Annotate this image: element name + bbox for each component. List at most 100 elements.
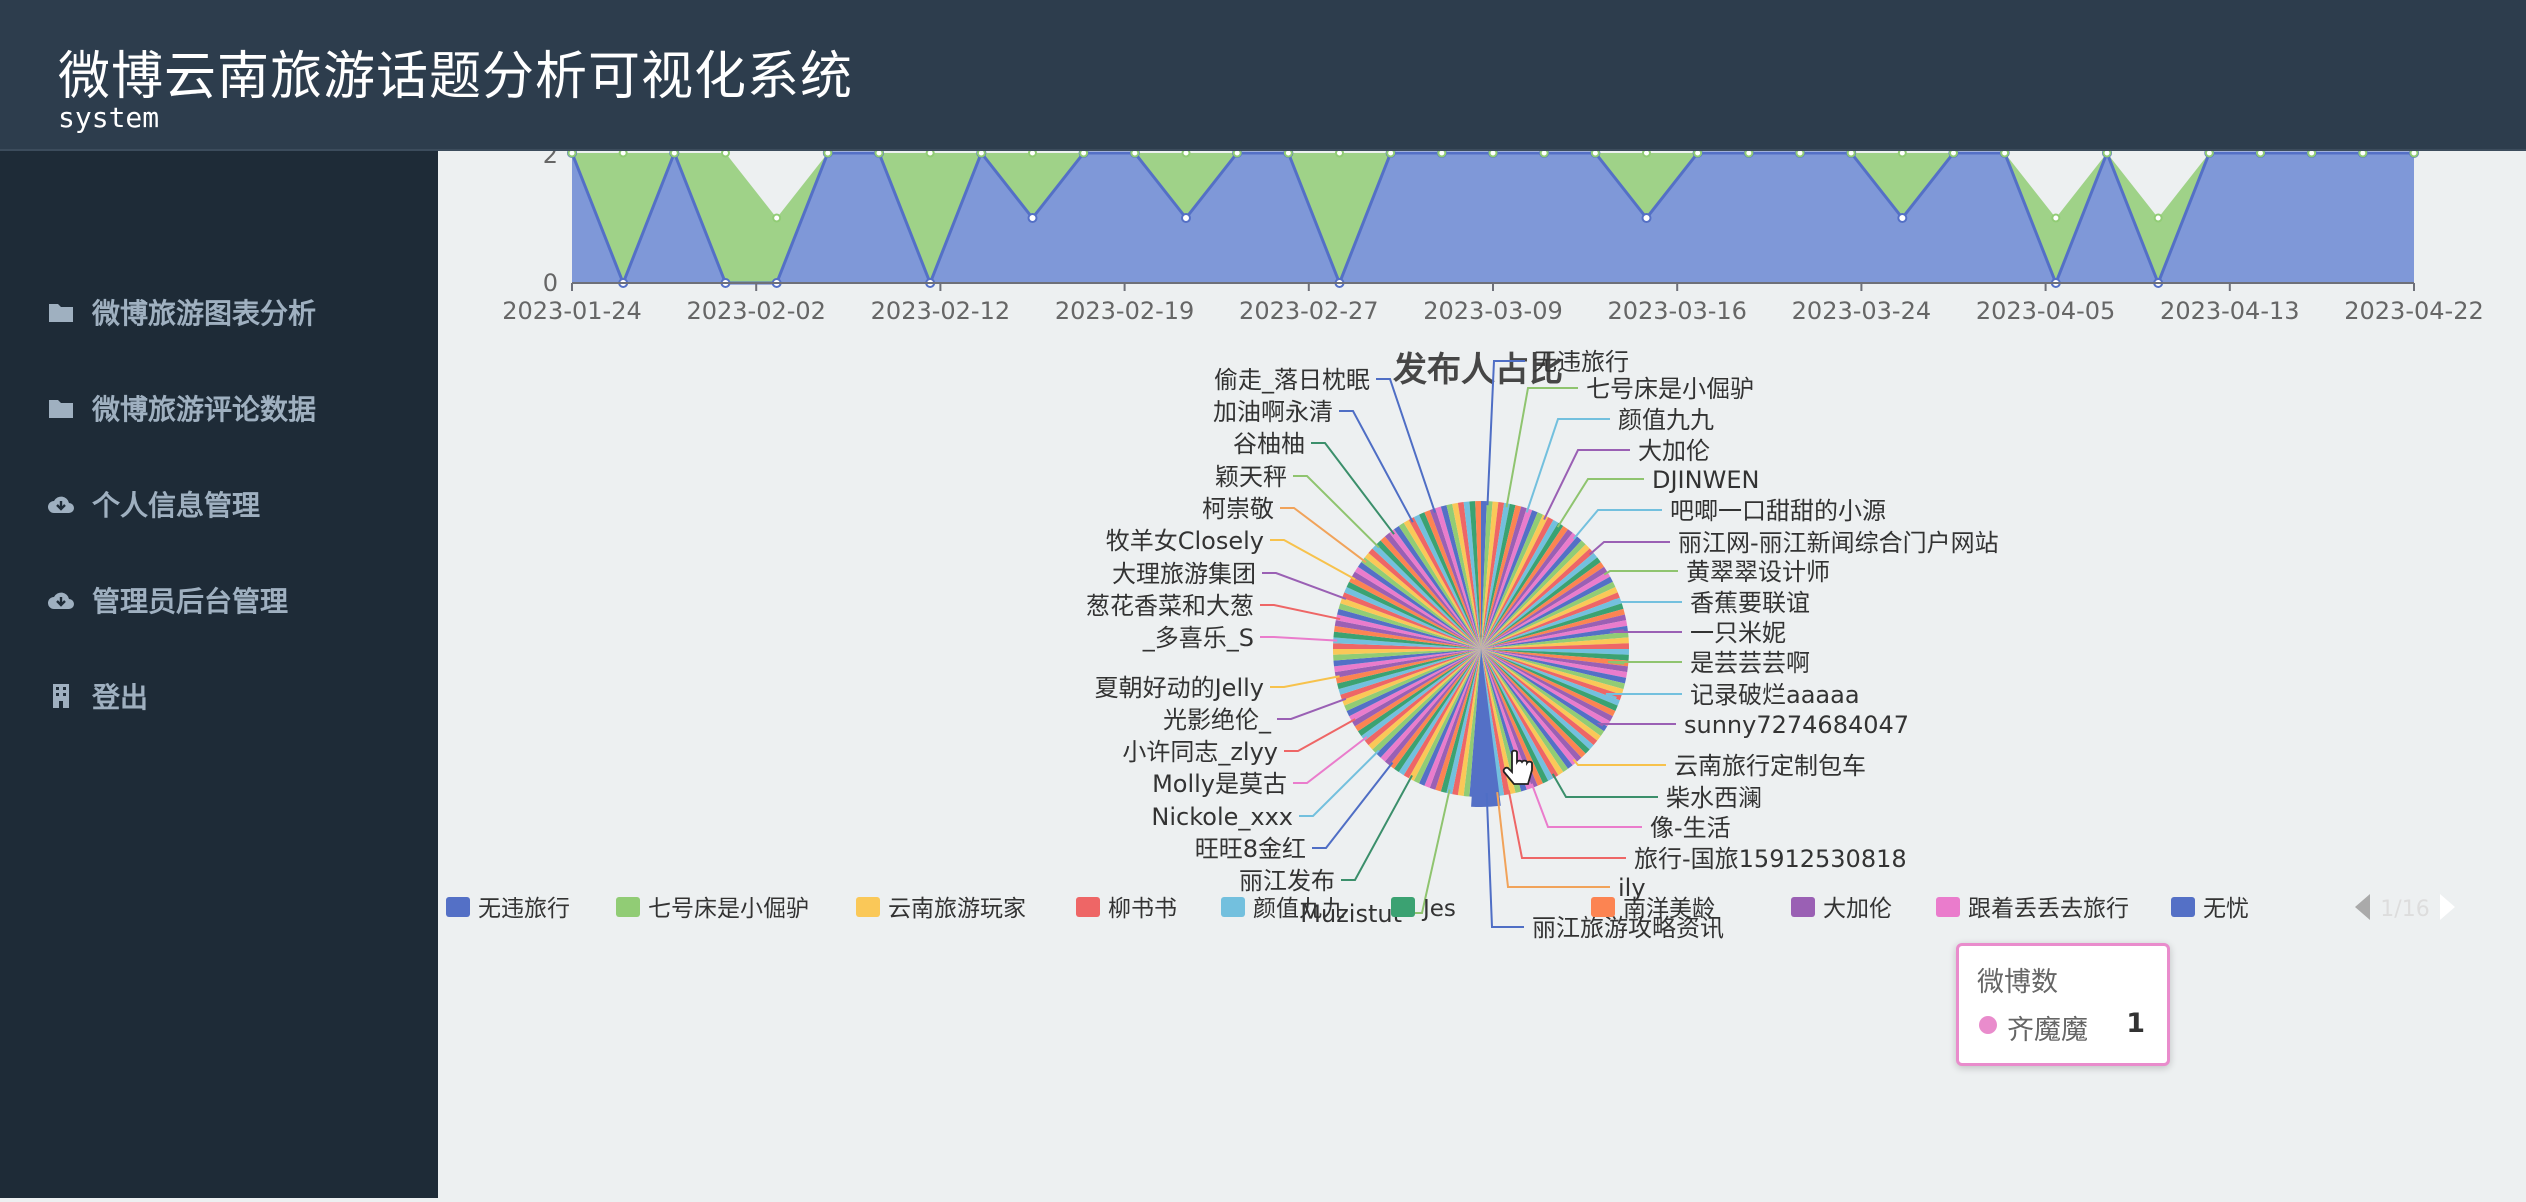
sidebar-item-label: 微博旅游图表分析 (92, 297, 317, 330)
pie-slice (1408, 649, 1481, 781)
label-leader-line (1609, 598, 1682, 603)
sidebar-item-comment-data[interactable]: 微博旅游评论数据 (44, 378, 316, 438)
pie-slice (1364, 649, 1481, 746)
pie-slice (1481, 517, 1554, 649)
label-leader-line (1284, 718, 1356, 752)
sidebar-item-profile[interactable]: 个人信息管理 (44, 474, 260, 534)
label-leader-line (1293, 736, 1368, 784)
label-leader-line (1270, 675, 1340, 688)
pie-slice (1481, 649, 1622, 701)
folder-icon (44, 391, 78, 425)
pie-slice (1334, 649, 1481, 678)
pie-slice (1481, 649, 1505, 796)
pie-slice (1346, 649, 1481, 717)
data-point (1079, 148, 1089, 158)
label-leader-line (1260, 636, 1338, 642)
pie-slice (1333, 637, 1481, 649)
data-point (2204, 148, 2214, 158)
legend-item: 云南旅游玩家 (856, 896, 1026, 922)
data-point (567, 148, 577, 158)
cloud-download-icon (44, 583, 78, 617)
pie-slice (1475, 501, 1481, 649)
pie-slice (1481, 649, 1533, 790)
data-point (1488, 148, 1498, 158)
pie-slice (1335, 649, 1481, 684)
pie-slice (1481, 597, 1622, 649)
data-point (1642, 148, 1651, 158)
series-area-blue (572, 153, 2414, 283)
data-point (2051, 213, 2061, 223)
data-point (1590, 148, 1600, 158)
x-tick-label: 2023-04-22 (2344, 297, 2483, 325)
pie-slice (1337, 649, 1481, 690)
pie-label: Muzistut (1300, 900, 1402, 928)
pie-slice (1481, 649, 1628, 673)
pie-slice (1481, 571, 1611, 649)
pie-slice (1384, 649, 1481, 766)
label-leader-line (1496, 791, 1610, 888)
label-leader-line (1485, 792, 1524, 928)
legend-label: 大加伦 (1823, 896, 1892, 922)
label-leader-line (1530, 783, 1642, 828)
legend-item: 七号床是小倔驴 (616, 896, 809, 922)
x-tick-label: 2023-03-09 (1423, 297, 1562, 325)
pie-slice (1481, 649, 1605, 736)
pie-slice (1338, 603, 1481, 649)
pie-slice (1481, 649, 1554, 781)
data-point (669, 148, 679, 158)
label-leader-line (1339, 410, 1414, 523)
pie-slice (1481, 649, 1510, 796)
sidebar-item-chart-analysis[interactable]: 微博旅游图表分析 (44, 282, 316, 342)
pie-slice (1469, 501, 1481, 649)
label-leader-line (1605, 693, 1682, 699)
pie-slice (1481, 566, 1608, 649)
pie-slice (1337, 608, 1481, 649)
pie-slice (1357, 649, 1481, 736)
pie-label: 一只米妮 (1690, 619, 1786, 647)
data-point (772, 213, 782, 223)
pie-slice (1481, 649, 1538, 788)
legend-swatch (1076, 897, 1100, 917)
pie-slice (1354, 566, 1481, 649)
cloud-download-icon (44, 487, 78, 521)
legend-swatch (1221, 897, 1245, 917)
pie-slice (1481, 536, 1582, 649)
pie-slice (1481, 503, 1516, 649)
pie-label: 小许同志_zlyy (1122, 738, 1278, 766)
pie-slice (1413, 514, 1481, 649)
legend-label: 七号床是小倔驴 (648, 896, 809, 922)
pie-slice (1419, 512, 1481, 649)
pie-label: 吧唧一口甜甜的小源 (1670, 497, 1886, 525)
sidebar-item-logout[interactable]: 登出 (44, 666, 148, 726)
data-point (1028, 148, 1037, 158)
data-point (2358, 148, 2368, 158)
pie-slice (1481, 501, 1493, 649)
pie-label: Molly是莫古 (1152, 770, 1287, 798)
label-leader-line (1572, 758, 1666, 766)
legend-next-icon (2440, 894, 2455, 920)
pie-slice (1481, 512, 1543, 649)
pie-slice (1361, 557, 1481, 649)
sidebar-item-label: 微博旅游评论数据 (92, 393, 317, 426)
pie-slice (1342, 649, 1481, 706)
pie-slice (1376, 649, 1481, 758)
pie-slice (1419, 649, 1481, 786)
legend-item: 柳书书 (1076, 896, 1177, 922)
pie-label: 谷柚柚 (1233, 430, 1305, 458)
pie-label: 偷走_落日枕眠 (1214, 366, 1370, 394)
sidebar-item-admin[interactable]: 管理员后台管理 (44, 570, 288, 630)
pie-label: 加油啊永清 (1213, 398, 1333, 426)
pie-slice (1481, 649, 1627, 684)
pie-slice (1361, 649, 1481, 741)
data-point (1335, 148, 1344, 158)
pie-slice (1481, 649, 1582, 762)
pie-slice (1446, 649, 1481, 795)
pie-slice (1351, 571, 1481, 649)
pie-slice (1344, 587, 1481, 649)
pie-slice (1481, 649, 1616, 717)
pie-label: 大理旅游集团 (1112, 560, 1256, 588)
legend-item: Jes (1391, 896, 1456, 922)
pie-slice (1394, 649, 1481, 773)
pie-label: 是芸芸芸啊 (1690, 649, 1810, 677)
pie-label: 丽江发布 (1239, 867, 1335, 895)
